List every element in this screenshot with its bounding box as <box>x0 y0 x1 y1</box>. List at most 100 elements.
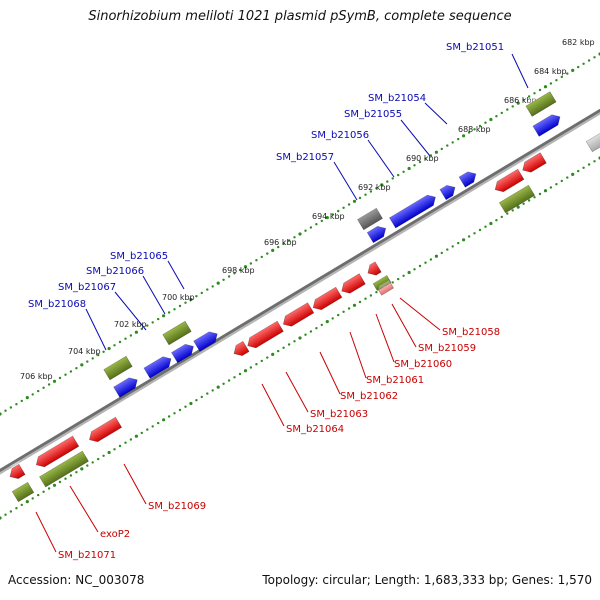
forward-gene-label[interactable]: SM_b21055 <box>344 109 402 120</box>
reverse-gene-6[interactable] <box>279 298 317 330</box>
tick-dot <box>91 461 94 464</box>
tick-dot <box>124 441 127 444</box>
forward-gene-leader <box>511 53 529 89</box>
forward-gene-3[interactable] <box>458 166 479 188</box>
forward-gene-label[interactable]: SM_b21067 <box>58 282 116 293</box>
forward-gene-label[interactable]: SM_b21056 <box>311 130 369 141</box>
reverse-gene-7[interactable] <box>243 316 286 351</box>
kbp-label: 688 kbp <box>458 125 491 134</box>
reverse-gene-label[interactable]: SM_b21064 <box>286 424 344 435</box>
tick-dot <box>102 454 105 457</box>
reverse-gene-10[interactable] <box>377 280 394 296</box>
tick-dot <box>462 134 466 138</box>
reverse-gene-8[interactable] <box>229 337 251 359</box>
forward-gene-8[interactable] <box>192 326 220 352</box>
forward-gene-7[interactable] <box>356 205 383 231</box>
reverse-gene-10-shape <box>378 282 394 296</box>
tick-dot <box>80 363 84 367</box>
tick-dot <box>189 401 193 406</box>
tick-dot <box>418 264 422 268</box>
forward-gene-0[interactable] <box>524 89 557 117</box>
reverse-gene-label[interactable]: SM_b21059 <box>418 343 476 354</box>
reverse-gene-1[interactable] <box>491 165 527 195</box>
reverse-gene-label[interactable]: SM_b21069 <box>148 501 206 512</box>
forward-gene-label[interactable]: SM_b21054 <box>368 93 426 104</box>
tick-dot <box>489 117 493 122</box>
reverse-gene-8-bevel <box>234 337 244 346</box>
tick-dot <box>543 85 548 89</box>
reverse-gene-label[interactable]: SM_b21061 <box>366 375 424 386</box>
tick-dot <box>293 236 296 239</box>
tick-dot <box>64 373 67 376</box>
reverse-gene-3[interactable] <box>363 257 384 279</box>
tick-dot <box>489 221 493 226</box>
reverse-gene-label[interactable]: SM_b21062 <box>340 391 398 402</box>
kbp-label: 700 kbp <box>162 293 195 302</box>
forward-gene-label[interactable]: SM_b21068 <box>28 299 86 310</box>
reverse-gene-15-shape <box>11 481 35 503</box>
reverse-gene-label[interactable]: SM_b21058 <box>442 327 500 338</box>
reverse-gene-15[interactable] <box>11 479 35 503</box>
tick-dot <box>440 147 443 151</box>
map-title: Sinorhizobium meliloti 1021 plasmid pSym… <box>88 9 512 24</box>
tick-dot <box>216 385 220 389</box>
forward-gene-label[interactable]: SM_b21057 <box>276 152 334 163</box>
tick-dot <box>397 173 400 177</box>
tick-dot <box>304 229 307 232</box>
tick-dot <box>233 272 236 275</box>
forward-gene-4[interactable] <box>438 180 458 201</box>
tick-dot <box>255 363 258 366</box>
tick-dot <box>20 503 23 507</box>
reverse-gene-leader <box>123 463 147 505</box>
tick-dot <box>20 399 23 403</box>
tick-dot <box>255 259 258 262</box>
forward-gene-6[interactable] <box>366 221 389 244</box>
tick-dot <box>407 270 411 275</box>
tick-dot <box>216 281 220 285</box>
forward-gene-leader <box>167 260 185 290</box>
forward-gene-13[interactable] <box>102 353 133 381</box>
reverse-gene-label[interactable]: SM_b21060 <box>394 359 452 370</box>
forward-gene-10[interactable] <box>142 351 174 379</box>
gene-labels: SM_b21051 SM_b21054 SM_b21055 SM_b21056 SM_b… <box>28 42 504 561</box>
reverse-gene-label[interactable]: SM_b21063 <box>310 409 368 420</box>
reverse-gene-11[interactable] <box>85 412 124 445</box>
reverse-gene-5[interactable] <box>309 283 345 313</box>
reverse-gene-14[interactable] <box>38 448 89 488</box>
tick-dot <box>15 507 18 510</box>
reverse-gene-6-shape <box>282 302 315 327</box>
reverse-gene-2[interactable] <box>498 182 536 214</box>
tick-dot <box>140 431 143 435</box>
tick-dot <box>107 346 111 351</box>
tick-dot <box>577 65 580 69</box>
reverse-gene-4[interactable] <box>337 269 368 297</box>
tick-dot <box>206 392 209 395</box>
forward-gene-9[interactable] <box>170 339 197 364</box>
tick-dot <box>113 344 116 347</box>
tick-dot <box>4 513 7 516</box>
forward-gene-label[interactable]: SM_b21065 <box>110 251 168 262</box>
forward-gene-1[interactable] <box>531 109 563 137</box>
forward-gene-12[interactable] <box>161 318 192 346</box>
forward-gene-2[interactable] <box>585 129 600 153</box>
tick-dot <box>146 428 149 431</box>
reverse-gene-label[interactable]: exoP2 <box>100 529 130 540</box>
forward-gene-label[interactable]: SM_b21051 <box>446 42 504 53</box>
forward-gene-label[interactable]: SM_b21066 <box>86 266 144 277</box>
reverse-gene-15-bevel <box>12 479 28 492</box>
forward-gene-5[interactable] <box>388 189 439 229</box>
tick-dot <box>173 308 176 311</box>
reverse-gene-12[interactable] <box>32 431 82 470</box>
tick-dot <box>500 111 503 115</box>
tick-dot <box>260 255 263 259</box>
reverse-gene-label[interactable]: SM_b21071 <box>58 550 116 561</box>
forward-gene-2-bevel <box>586 129 600 142</box>
tick-dot <box>167 311 171 314</box>
label-leader-lines <box>35 53 529 553</box>
reverse-gene-0[interactable] <box>518 148 549 176</box>
tick-dot <box>200 291 203 295</box>
forward-gene-11[interactable] <box>112 372 140 398</box>
reverse-gene-13[interactable] <box>5 460 27 482</box>
tick-dot <box>277 349 280 353</box>
reverse-gene-9[interactable] <box>372 272 392 291</box>
